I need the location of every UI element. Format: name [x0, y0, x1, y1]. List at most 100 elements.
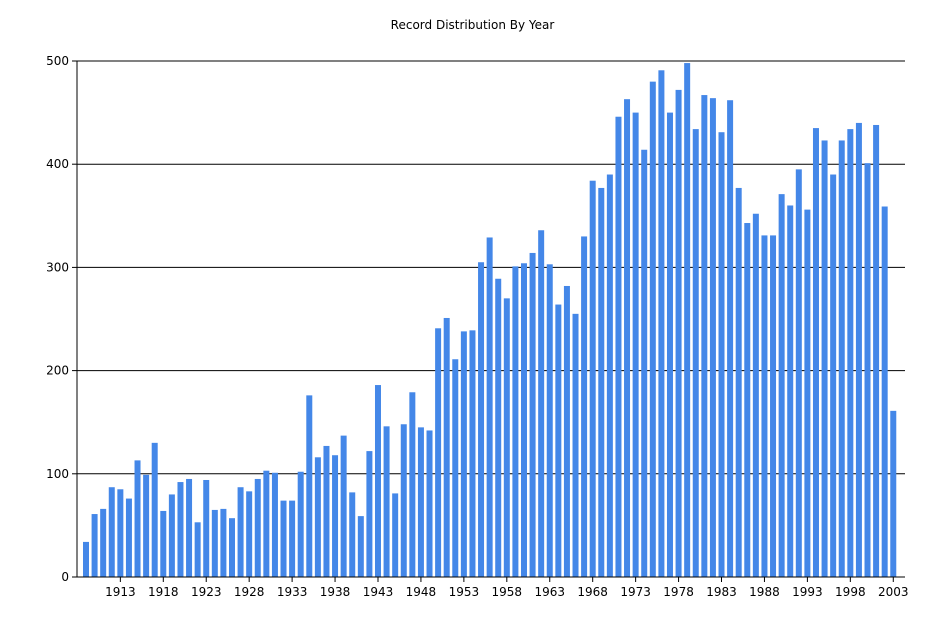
bar	[624, 99, 631, 578]
bar	[546, 264, 553, 577]
x-tick-label: 1953	[449, 585, 480, 599]
x-tick-label: 1933	[277, 585, 308, 599]
bar	[666, 112, 673, 577]
bar	[632, 112, 639, 577]
bar	[847, 129, 854, 578]
y-tick-label: 200	[46, 364, 69, 378]
bar	[744, 223, 751, 577]
bar	[838, 140, 845, 577]
bar	[151, 442, 158, 577]
bar	[271, 472, 278, 577]
bar	[512, 266, 519, 577]
bar	[314, 457, 321, 577]
bar	[675, 89, 682, 578]
bar	[495, 278, 502, 577]
x-tick-label: 1993	[792, 585, 823, 599]
bar	[881, 206, 888, 577]
bar	[795, 169, 802, 578]
bar	[306, 395, 313, 577]
bar	[392, 493, 399, 577]
bar	[598, 187, 605, 577]
bar	[409, 392, 416, 577]
bar	[761, 235, 768, 577]
bar	[374, 385, 381, 577]
bar	[134, 460, 141, 577]
bar	[727, 100, 734, 577]
bar	[812, 128, 819, 577]
y-tick-label: 500	[46, 54, 69, 68]
bar	[555, 304, 562, 577]
bar	[280, 500, 287, 577]
bar	[186, 478, 193, 577]
bar	[125, 498, 132, 577]
bar	[538, 230, 545, 577]
bar	[830, 174, 837, 577]
bar	[649, 81, 656, 577]
x-tick-label: 1958	[492, 585, 523, 599]
x-tick-label: 1928	[234, 585, 265, 599]
bar	[83, 541, 89, 577]
x-tick-label: 1998	[835, 585, 866, 599]
bar	[770, 235, 777, 577]
bar	[778, 194, 785, 577]
bar	[615, 116, 622, 577]
bar	[297, 471, 304, 577]
bar	[709, 98, 716, 578]
bar	[478, 262, 485, 577]
x-tick-label: 1948	[406, 585, 437, 599]
bar	[752, 213, 759, 578]
y-axis-labels: 0 100 200 300 400 500	[46, 54, 77, 584]
bar	[417, 427, 424, 577]
bar	[254, 478, 261, 577]
bar	[91, 514, 98, 577]
bar	[194, 522, 201, 577]
x-axis-labels: 1913 1918 1923 1928 1933 1938 1943 1948 1953 1958…	[105, 577, 909, 599]
y-tick-label: 0	[61, 570, 69, 584]
bar	[366, 451, 373, 577]
bar	[890, 410, 897, 577]
axes	[76, 61, 905, 578]
bar	[469, 330, 476, 577]
bar	[229, 518, 235, 577]
bars	[83, 63, 897, 578]
x-tick-label: 1978	[663, 585, 694, 599]
bar	[340, 435, 347, 577]
x-tick-label: 1988	[749, 585, 780, 599]
bar	[400, 424, 407, 577]
bar	[426, 430, 433, 577]
bar	[658, 70, 665, 577]
bar	[873, 124, 880, 577]
x-tick-label: 1943	[363, 585, 394, 599]
x-tick-label: 1938	[320, 585, 351, 599]
bar	[684, 63, 691, 578]
bar	[701, 95, 708, 577]
bar	[143, 474, 150, 577]
bar	[246, 491, 253, 577]
bar	[606, 174, 613, 577]
bar	[460, 331, 467, 577]
bar	[641, 149, 648, 577]
x-tick-label: 1963	[534, 585, 565, 599]
y-tick-label: 400	[46, 157, 69, 171]
bar	[735, 187, 742, 577]
bar	[263, 470, 270, 577]
bar	[203, 479, 210, 577]
bar	[855, 122, 862, 578]
x-tick-label: 1913	[105, 585, 136, 599]
bar	[100, 508, 107, 577]
bar	[443, 317, 450, 577]
bar	[529, 252, 536, 577]
x-tick-label: 1968	[577, 585, 608, 599]
bar	[323, 445, 330, 577]
bar	[864, 163, 871, 578]
bar	[220, 508, 227, 577]
y-tick-label: 100	[46, 467, 69, 481]
bar	[563, 285, 570, 577]
bar	[383, 426, 390, 577]
bar	[160, 510, 167, 577]
bar	[503, 298, 510, 577]
bar	[117, 489, 124, 577]
bar	[589, 180, 596, 577]
bar	[349, 492, 356, 577]
